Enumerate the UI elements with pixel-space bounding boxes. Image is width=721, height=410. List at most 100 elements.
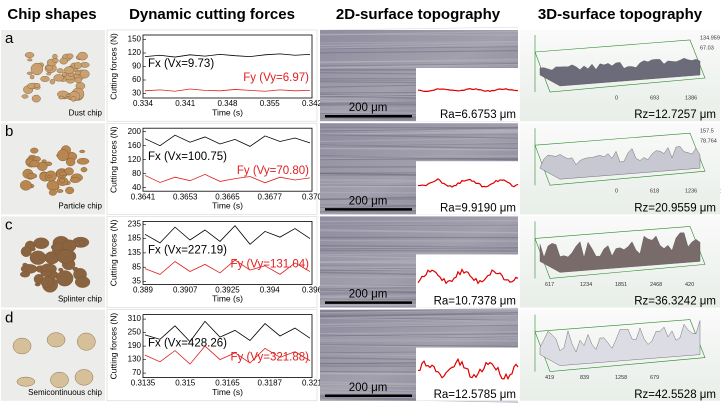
chip-piece (33, 238, 48, 249)
x-tick-label: 0.389 (133, 286, 154, 295)
chip-piece (13, 338, 31, 354)
y-tick-label: 60 (132, 75, 141, 84)
y-tick-label: 80 (132, 169, 141, 178)
y-axis-label: Cutting forces (N) (108, 126, 118, 193)
chip-piece (27, 173, 37, 178)
chip-piece (30, 251, 46, 265)
y-tick-label: 85 (132, 262, 141, 271)
chip-piece (71, 96, 76, 101)
chip-piece (40, 76, 49, 81)
y-tick-label: 310 (128, 314, 142, 323)
chip-piece (80, 62, 89, 67)
chip-piece (34, 83, 40, 87)
chip-piece (66, 94, 70, 96)
y-tick-label: 150 (128, 35, 142, 44)
chip-piece (75, 369, 93, 385)
chip-piece (23, 263, 28, 266)
ra-label: Ra=6.6753 μm (440, 109, 516, 121)
chip-piece (56, 271, 73, 287)
y-tick-label: 70 (132, 368, 141, 377)
axis-3d-label: 134.959 (700, 35, 720, 41)
axis-3d-label: 78.764 (700, 139, 717, 145)
x-axis-label: Time (s) (212, 294, 243, 304)
chip-piece (49, 190, 57, 196)
axis-3d-label: 1258 (615, 375, 627, 381)
chip-piece (67, 54, 73, 59)
ra-label: Ra=9.9190 μm (440, 202, 516, 214)
chip-piece (75, 276, 90, 287)
texture (320, 221, 518, 222)
chip-piece (57, 250, 73, 264)
ra-label: Ra=12.5785 μm (434, 389, 516, 401)
chip-piece (50, 372, 68, 388)
series-label: Fy (Vy=131.04) (230, 258, 309, 270)
y-tick-label: 190 (128, 341, 142, 350)
x-tick-label: 0.334 (133, 99, 154, 108)
series-label: Fy (Vy=70.80) (237, 165, 309, 177)
chip-piece (75, 77, 82, 83)
panel-letter: d (5, 310, 13, 327)
y-tick-label: 250 (128, 328, 142, 337)
panel-letter: c (5, 216, 13, 233)
axis-3d-label: 1851 (615, 282, 627, 288)
chip-piece (53, 58, 59, 63)
axis-3d-label: 617 (545, 282, 554, 288)
column-header: Dynamic cutting forces (129, 6, 295, 23)
texture (320, 27, 518, 30)
chip-name: Semicontinuous chip (28, 388, 102, 397)
x-tick-label: 0.3677 (258, 192, 283, 201)
chip-piece (57, 150, 68, 161)
axis-3d-label: 419 (545, 375, 554, 381)
axis-3d-label: 420 (685, 282, 694, 288)
chip-name: Dust chip (69, 108, 103, 117)
x-tick-label: 0.396 (302, 286, 323, 295)
chip-piece (54, 74, 64, 81)
y-tick-label: 40 (132, 183, 141, 192)
column-header: 3D-surface topography (538, 6, 703, 23)
column-header: 2D-surface topography (336, 6, 501, 23)
axis-3d-label: 0 (615, 95, 618, 101)
chip-piece (27, 72, 32, 75)
y-tick-label: 130 (128, 355, 142, 364)
x-tick-label: 0.3641 (131, 192, 156, 201)
texture (320, 241, 518, 242)
chip-piece (30, 75, 34, 79)
rz-label: Rz=20.9559 μm (634, 202, 716, 214)
x-tick-label: 0.3135 (131, 379, 156, 388)
series-label: Fx (Vx=100.75) (148, 151, 227, 163)
y-tick-label: 160 (128, 141, 142, 150)
rz-label: Rz=42.5528 μm (634, 389, 716, 401)
chip-piece (21, 246, 31, 256)
x-tick-label: 0.394 (260, 286, 281, 295)
chip-piece (30, 160, 40, 167)
chip-piece (47, 72, 51, 75)
column-header: Chip shapes (7, 6, 96, 23)
series-label: Fy (Vy=321.88) (230, 352, 309, 364)
y-tick-label: 90 (132, 62, 141, 71)
chip-piece (50, 79, 55, 84)
x-tick-label: 0.315 (175, 379, 196, 388)
chip-piece (65, 187, 74, 194)
chip-piece (70, 177, 80, 182)
axis-3d-label: 1236 (685, 189, 697, 195)
axis-3d-label: 1234 (580, 282, 592, 288)
chip-piece (20, 272, 30, 278)
chip-piece (74, 62, 81, 69)
chip-piece (77, 158, 89, 164)
series-label: Fx (Vx=428.26) (148, 338, 227, 350)
chip-piece (79, 150, 84, 153)
x-tick-label: 0.321 (302, 379, 323, 388)
y-tick-label: 185 (128, 234, 142, 243)
chip-piece (62, 72, 67, 76)
chip-name: Particle chip (58, 202, 102, 211)
chip-piece (79, 240, 85, 245)
chip-piece (81, 167, 87, 172)
x-axis-label: Time (s) (212, 387, 243, 397)
ra-label: Ra=10.7378 μm (434, 296, 516, 308)
chip-piece (59, 172, 67, 176)
texture (320, 339, 518, 340)
y-tick-label: 35 (132, 277, 141, 286)
chip-piece (47, 333, 65, 347)
axis-3d-label: 1386 (685, 95, 697, 101)
chip-piece (32, 95, 41, 102)
